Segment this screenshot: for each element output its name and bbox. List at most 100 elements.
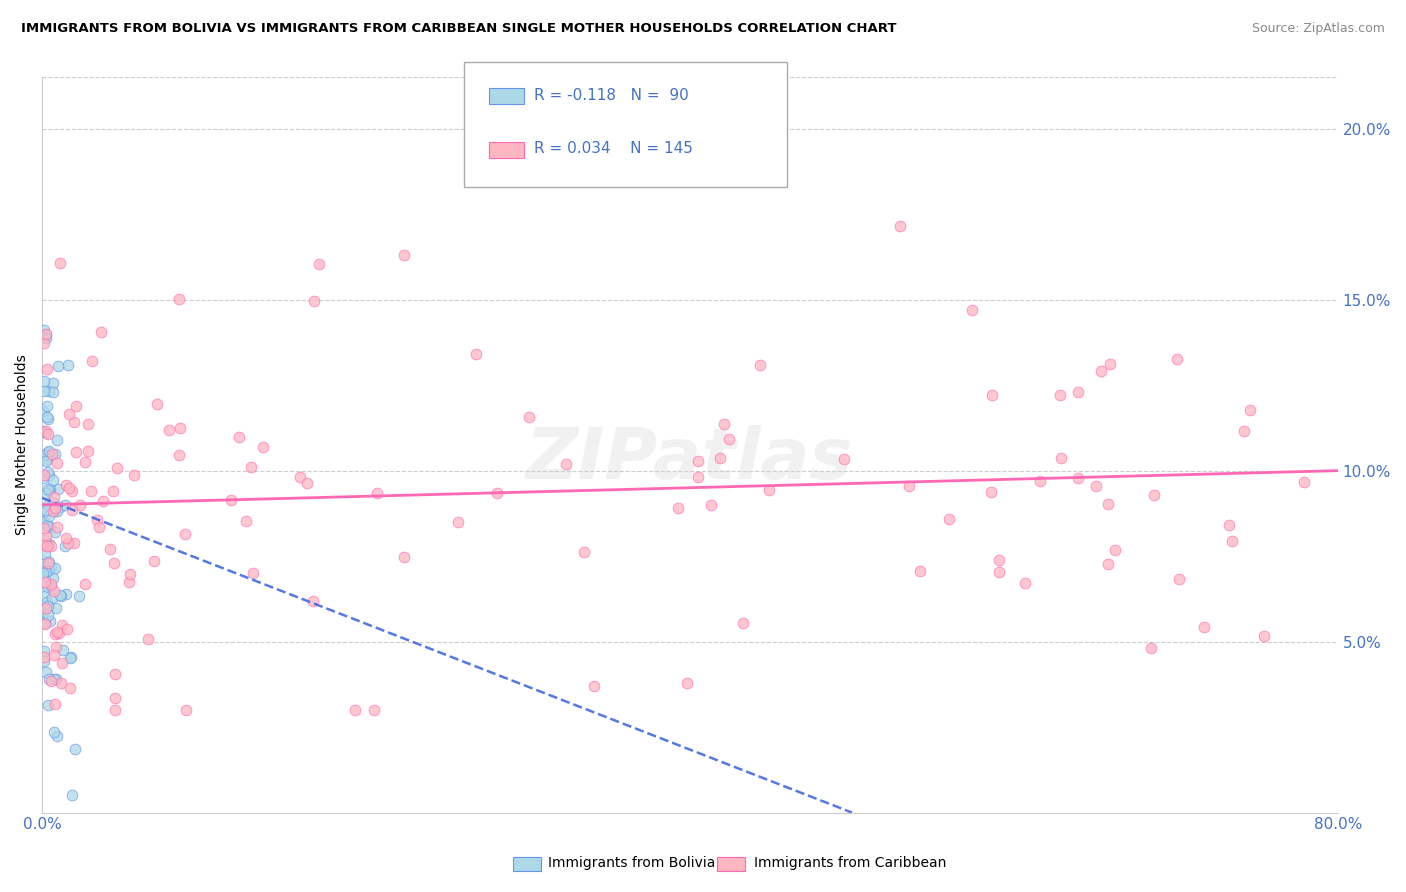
Point <box>45 457 67 471</box>
Point <box>37 448 59 462</box>
Point <box>44 447 66 461</box>
Point <box>37 580 59 594</box>
Point <box>41 446 63 460</box>
Point <box>51 656 73 670</box>
Point <box>32 384 55 399</box>
Point <box>34 426 56 441</box>
Point <box>45 504 67 518</box>
Point <box>49 500 72 515</box>
Point <box>44 724 66 739</box>
Point <box>86 513 108 527</box>
Point <box>31 566 53 580</box>
Point <box>572 544 595 558</box>
Point <box>103 483 125 498</box>
Point <box>45 600 67 615</box>
Point <box>1192 620 1215 634</box>
Point <box>700 498 723 512</box>
Point <box>34 533 56 548</box>
Point <box>60 650 83 665</box>
Point <box>136 632 159 647</box>
Point <box>242 566 264 581</box>
Point <box>288 470 311 484</box>
Point <box>37 564 59 578</box>
Point <box>44 501 66 516</box>
Point <box>749 358 772 372</box>
Point <box>37 426 59 441</box>
Point <box>167 448 190 462</box>
Point <box>31 424 53 438</box>
Point <box>709 450 731 465</box>
Point <box>31 471 53 485</box>
Point <box>49 589 72 603</box>
Point <box>675 676 697 690</box>
Point <box>42 672 65 686</box>
Point <box>118 567 141 582</box>
Point <box>37 445 59 459</box>
Point <box>1143 488 1166 502</box>
Point <box>1067 470 1090 484</box>
Point <box>37 412 59 426</box>
Point <box>63 415 86 429</box>
Point <box>65 444 87 458</box>
Point <box>42 376 65 390</box>
Text: R = -0.118   N =  90: R = -0.118 N = 90 <box>534 88 689 103</box>
Point <box>35 665 58 679</box>
Point <box>44 504 66 518</box>
Point <box>35 327 58 342</box>
Point <box>1098 357 1121 371</box>
Point <box>39 578 62 592</box>
Point <box>38 444 60 458</box>
Point <box>34 323 56 337</box>
Point <box>235 515 257 529</box>
Point <box>366 485 388 500</box>
Point <box>37 608 59 623</box>
Point <box>118 574 141 589</box>
Point <box>35 452 58 467</box>
Point <box>363 703 385 717</box>
Point <box>58 358 80 372</box>
Point <box>49 256 72 270</box>
Point <box>145 397 167 411</box>
Y-axis label: Single Mother Households: Single Mother Households <box>15 355 30 535</box>
Point <box>58 407 80 421</box>
Point <box>42 385 65 400</box>
Point <box>39 482 62 496</box>
Text: Source: ZipAtlas.com: Source: ZipAtlas.com <box>1251 22 1385 36</box>
Point <box>37 362 59 376</box>
Point <box>46 520 69 534</box>
Point <box>73 577 96 591</box>
Point <box>42 504 65 518</box>
Point <box>31 403 53 417</box>
Point <box>46 483 69 497</box>
Point <box>44 561 66 575</box>
Text: ZIPatlas: ZIPatlas <box>526 425 853 494</box>
Text: Immigrants from Caribbean: Immigrants from Caribbean <box>754 856 946 871</box>
Point <box>39 674 62 689</box>
Point <box>55 587 77 601</box>
Point <box>38 537 60 551</box>
Point <box>1049 450 1071 465</box>
Point <box>1294 475 1316 489</box>
Point <box>302 294 325 309</box>
Point <box>34 569 56 583</box>
Point <box>897 479 920 493</box>
Point <box>37 465 59 479</box>
Point <box>1067 384 1090 399</box>
Point <box>889 219 911 233</box>
Point <box>32 554 55 568</box>
Point <box>37 498 59 512</box>
Point <box>32 654 55 668</box>
Point <box>1029 474 1052 488</box>
Point <box>34 601 56 615</box>
Point <box>52 643 75 657</box>
Point <box>517 409 540 424</box>
Point <box>35 424 58 438</box>
Point <box>447 516 470 530</box>
Point <box>1233 424 1256 438</box>
Point <box>56 535 79 549</box>
Point <box>686 454 709 468</box>
Point <box>668 501 690 516</box>
Point <box>1167 572 1189 586</box>
Point <box>1090 364 1112 378</box>
Point <box>157 423 180 437</box>
